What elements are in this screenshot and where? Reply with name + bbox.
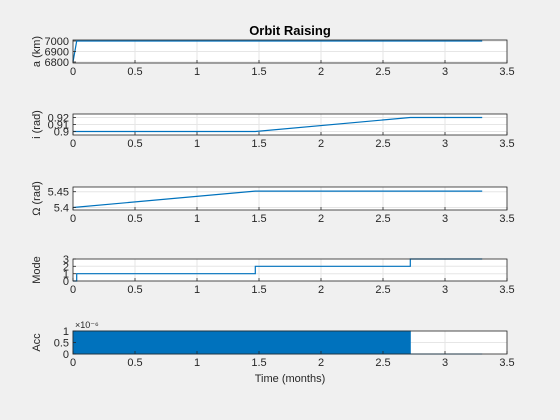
y-tick-label: 0.91 [48, 120, 69, 132]
x-tick-label: 0.5 [127, 284, 142, 296]
x-tick-label: 0.5 [127, 138, 142, 150]
y-tick-label: 3 [63, 254, 69, 266]
x-axis-label: Time (months) [255, 373, 326, 385]
x-tick-label: 2 [318, 66, 324, 78]
x-tick-label: 0.5 [127, 213, 142, 225]
axes-background [73, 187, 507, 210]
x-tick-label: 2.5 [375, 357, 390, 369]
x-tick-label: 2.5 [375, 138, 390, 150]
x-tick-label: 2 [318, 357, 324, 369]
y-tick-label: 5.45 [48, 187, 69, 199]
y-axis-label: a (km) [31, 36, 43, 67]
axes-background [73, 259, 507, 281]
y-tick-label: 0 [63, 349, 69, 361]
y-tick-label: 2 [63, 261, 69, 273]
y-tick-label: 0.9 [54, 127, 69, 139]
y-tick-label: 1 [63, 326, 69, 338]
x-tick-label: 0 [70, 284, 76, 296]
x-tick-label: 2 [318, 284, 324, 296]
y-tick-label: 0.5 [54, 338, 69, 350]
x-tick-label: 1.5 [251, 357, 266, 369]
x-tick-label: 2 [318, 213, 324, 225]
x-tick-label: 1.5 [251, 138, 266, 150]
x-tick-label: 2.5 [375, 66, 390, 78]
series-line-1 [72, 190, 483, 209]
x-tick-label: 1 [194, 66, 200, 78]
x-tick-label: 3 [442, 357, 448, 369]
x-tick-label: 0 [70, 138, 76, 150]
x-tick-label: 2 [318, 138, 324, 150]
y-tick-label: 6900 [45, 47, 69, 59]
x-tick-label: 0 [70, 213, 76, 225]
y-axis-label: Acc [31, 333, 43, 352]
x-tick-label: 2.5 [375, 284, 390, 296]
y-axis-exponent: ×10⁻⁶ [75, 320, 99, 330]
y-axis-label: i (rad) [31, 110, 43, 139]
x-tick-label: 3 [442, 66, 448, 78]
axes-box [72, 258, 508, 282]
x-tick-label: 0.5 [127, 66, 142, 78]
series-line-1 [73, 258, 483, 282]
chart-title: Orbit Raising [249, 23, 331, 38]
x-tick-label: 1.5 [251, 284, 266, 296]
y-tick-label: 0 [63, 276, 69, 288]
x-tick-label: 1 [194, 284, 200, 296]
x-tick-label: 1.5 [251, 213, 266, 225]
x-tick-label: 1 [194, 213, 200, 225]
x-tick-label: 1 [194, 357, 200, 369]
x-tick-label: 0.5 [127, 357, 142, 369]
x-tick-label: 3.5 [499, 138, 514, 150]
y-tick-label: 6800 [45, 57, 69, 69]
x-tick-label: 3 [442, 284, 448, 296]
x-tick-label: 2.5 [375, 213, 390, 225]
x-tick-label: 0 [70, 357, 76, 369]
x-tick-label: 3.5 [499, 66, 514, 78]
y-tick-label: 7000 [45, 36, 69, 48]
x-tick-label: 3.5 [499, 357, 514, 369]
axes-box [72, 186, 508, 211]
x-tick-label: 3.5 [499, 284, 514, 296]
y-axis-label: Mode [31, 256, 43, 284]
x-tick-label: 3 [442, 213, 448, 225]
y-tick-label: 0.92 [48, 113, 69, 125]
x-tick-label: 0 [70, 66, 76, 78]
y-tick-label: 1 [63, 269, 69, 281]
series-line-1 [72, 40, 483, 63]
x-tick-label: 3 [442, 138, 448, 150]
x-tick-label: 1.5 [251, 66, 266, 78]
x-tick-label: 1 [194, 138, 200, 150]
y-tick-label: 5.4 [54, 203, 69, 215]
subplot-3: 0 0.5 1 1.5 2 2.5 3 3.5 5.4 5.45 Ω (rad) [31, 181, 515, 225]
y-axis-label: Ω (rad) [31, 181, 43, 216]
x-tick-label: 3.5 [499, 213, 514, 225]
subplot-2: 0 0.5 1 1.5 2 2.5 3 3.5 0.90.910.92 i (rad) [31, 110, 515, 150]
